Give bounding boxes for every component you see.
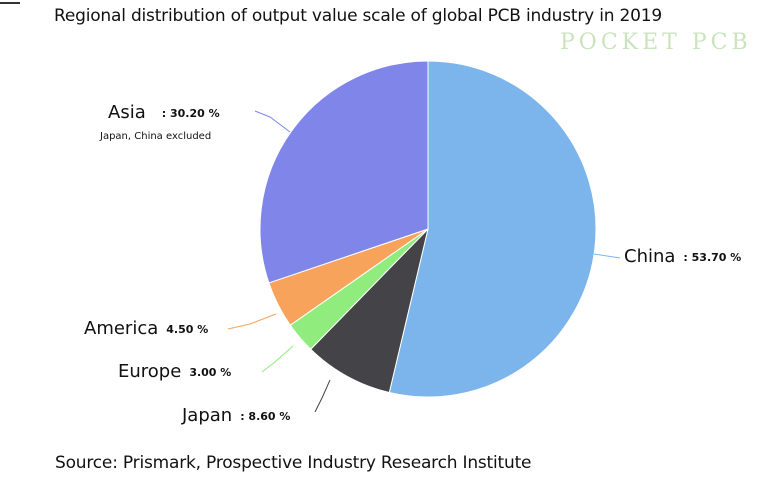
- chart-title: Regional distribution of output value sc…: [54, 6, 662, 26]
- label-europe: Europe 3.00 %: [118, 361, 231, 382]
- leader-line-asia: [254, 110, 291, 133]
- slice-name: Asia: [108, 102, 146, 123]
- slice-value: 4.50 %: [166, 323, 209, 336]
- leader-line-china: [593, 253, 621, 259]
- slice-name: America: [84, 318, 159, 339]
- label-america: America 4.50 %: [84, 318, 208, 339]
- label-asia: Asia : 30.20 %: [108, 102, 220, 123]
- pie-slice-china: [388, 60, 597, 398]
- slice-value: : 53.70 %: [683, 251, 742, 264]
- slice-value: 3.00 %: [189, 366, 232, 379]
- pie-slice-japan: [310, 227, 429, 394]
- slice-name: Japan: [182, 405, 233, 426]
- slice-value: : 8.60 %: [240, 410, 291, 423]
- asia-note: Japan, China excluded: [100, 131, 212, 142]
- leader-line-america: [227, 313, 277, 330]
- corner-mark: [0, 2, 20, 4]
- slice-name: China: [624, 246, 676, 267]
- pie-slice-asia: [259, 60, 429, 284]
- label-china: China : 53.70 %: [624, 246, 741, 267]
- label-japan: Japan : 8.60 %: [182, 405, 290, 426]
- leader-line-japan: [314, 379, 331, 413]
- source-note: Source: Prismark, Prospective Industry R…: [55, 453, 532, 473]
- watermark-logo: POCKET PCB: [560, 30, 752, 55]
- slice-value: : 30.20 %: [161, 107, 220, 120]
- leader-line-europe: [261, 345, 294, 373]
- slice-name: Europe: [118, 361, 182, 382]
